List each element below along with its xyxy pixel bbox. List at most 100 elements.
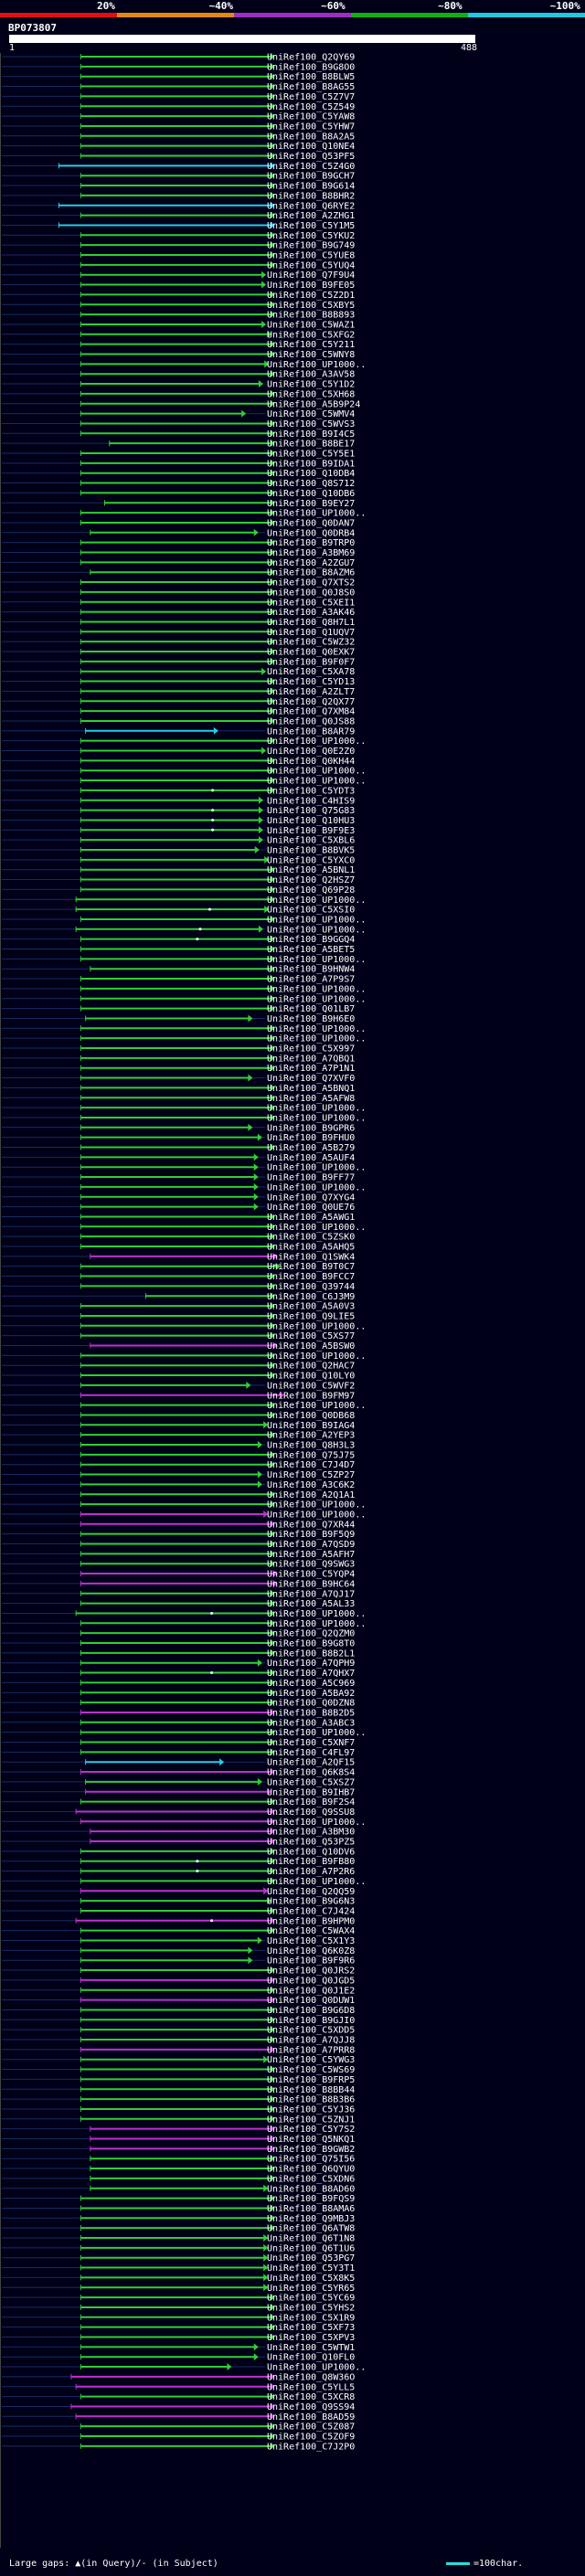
hit-label[interactable]: UniRef100_UP1000.. <box>267 896 366 906</box>
hit-row[interactable]: UniRef100_A3C6K2 <box>2 1480 355 1490</box>
hit-label[interactable]: UniRef100_Q10LY0 <box>267 1372 355 1382</box>
hit-row[interactable]: UniRef100_Q6K0Z8 <box>2 1946 355 1956</box>
hit-label[interactable]: UniRef100_Q0DB68 <box>267 1411 355 1421</box>
hit-row[interactable]: UniRef100_C5Z7V7 <box>2 92 355 102</box>
hit-row[interactable]: UniRef100_A2QF15 <box>2 1758 355 1768</box>
hit-row[interactable]: UniRef100_UP1000.. <box>2 1401 366 1411</box>
hit-label[interactable]: UniRef100_B8BB44 <box>267 2085 355 2095</box>
hit-row[interactable]: UniRef100_C4FL97 <box>2 1748 355 1758</box>
hit-label[interactable]: UniRef100_B9G749 <box>267 241 355 251</box>
hit-label[interactable]: UniRef100_UP1000.. <box>267 1401 366 1411</box>
hit-row[interactable]: UniRef100_B9F9E3 <box>2 826 355 836</box>
hit-label[interactable]: UniRef100_A7QSD9 <box>267 1540 355 1550</box>
hit-row[interactable]: UniRef100_Q39744 <box>2 1282 355 1292</box>
hit-row[interactable]: UniRef100_UP1000.. <box>2 994 366 1004</box>
hit-label[interactable]: UniRef100_A5BNL1 <box>267 865 355 875</box>
hit-row[interactable]: UniRef100_Q0DZN8 <box>2 1699 355 1709</box>
hit-row[interactable]: UniRef100_Q53PG7 <box>2 2253 355 2263</box>
hit-row[interactable]: UniRef100_C7J2P0 <box>2 2442 355 2452</box>
hit-row[interactable]: UniRef100_UP1000.. <box>2 1619 366 1629</box>
hit-row[interactable]: UniRef100_C6J3M9 <box>2 1292 355 1302</box>
hit-row[interactable]: UniRef100_C5WAX4 <box>2 1926 355 1936</box>
hit-label[interactable]: UniRef100_Q7F9U4 <box>267 270 355 281</box>
hit-row[interactable]: UniRef100_UP1000.. <box>2 915 366 925</box>
hit-label[interactable]: UniRef100_C4HIS9 <box>267 796 355 806</box>
hit-row[interactable]: UniRef100_B8BHR2 <box>2 191 355 201</box>
hit-row[interactable]: UniRef100_B9F0F7 <box>2 657 355 667</box>
hit-row[interactable]: UniRef100_A5BNQ1 <box>2 1084 355 1094</box>
hit-row[interactable]: UniRef100_B9I4C5 <box>2 429 355 440</box>
hit-label[interactable]: UniRef100_C5Y1D2 <box>267 380 355 390</box>
hit-row[interactable]: UniRef100_Q01LB7 <box>2 1004 355 1014</box>
hit-row[interactable]: UniRef100_Q10DB4 <box>2 469 355 479</box>
hit-label[interactable]: UniRef100_B9FHU0 <box>267 1133 355 1143</box>
hit-label[interactable]: UniRef100_UP1000.. <box>267 1510 366 1520</box>
hit-row[interactable]: UniRef100_Q7XYG4 <box>2 1193 355 1203</box>
hit-label[interactable]: UniRef100_B9F0F7 <box>267 657 355 667</box>
hit-row[interactable]: UniRef100_B9HPM0 <box>2 1916 355 1926</box>
hit-label[interactable]: UniRef100_Q6K8S4 <box>267 1768 355 1778</box>
hit-label[interactable]: UniRef100_A5BA92 <box>267 1689 355 1699</box>
hit-row[interactable]: UniRef100_C5ZOF9 <box>2 2433 355 2443</box>
hit-label[interactable]: UniRef100_B9H6E0 <box>267 1014 355 1024</box>
hit-label[interactable]: UniRef100_UP1000.. <box>267 1163 366 1173</box>
hit-label[interactable]: UniRef100_C5XF73 <box>267 2323 355 2333</box>
hit-label[interactable]: UniRef100_C5Y3T1 <box>267 2263 355 2274</box>
hit-label[interactable]: UniRef100_Q8W36O <box>267 2372 355 2382</box>
hit-label[interactable]: UniRef100_B9GPR6 <box>267 1123 355 1133</box>
hit-row[interactable]: UniRef100_Q2HAC7 <box>2 1362 355 1372</box>
hit-label[interactable]: UniRef100_C5ZP27 <box>267 1470 355 1480</box>
hit-row[interactable]: UniRef100_B9FRP5 <box>2 2075 355 2085</box>
hit-label[interactable]: UniRef100_Q0EXK7 <box>267 648 355 658</box>
hit-row[interactable]: UniRef100_B9G614 <box>2 182 355 192</box>
hit-label[interactable]: UniRef100_A7P2R6 <box>267 1867 355 1877</box>
hit-row[interactable]: UniRef100_B9G6N3 <box>2 1897 355 1907</box>
hit-row[interactable]: UniRef100_UP1000.. <box>2 509 366 519</box>
hit-row[interactable]: UniRef100_UP1000.. <box>2 1104 366 1114</box>
hit-row[interactable]: UniRef100_Q2HSZ7 <box>2 875 355 885</box>
hit-row[interactable]: UniRef100_C5XEI1 <box>2 598 355 608</box>
hit-row[interactable]: UniRef100_UP1000.. <box>2 1163 366 1173</box>
hit-row[interactable]: UniRef100_B9H6E0 <box>2 1014 355 1024</box>
hit-row[interactable]: UniRef100_A3AV58 <box>2 370 355 380</box>
hit-row[interactable]: UniRef100_Q6QYU0 <box>2 2165 355 2175</box>
hit-label[interactable]: UniRef100_C5XEI1 <box>267 598 355 608</box>
hit-row[interactable]: UniRef100_A5B279 <box>2 1143 355 1153</box>
hit-label[interactable]: UniRef100_Q0JRS2 <box>267 1966 355 1977</box>
hit-row[interactable]: UniRef100_B9FE05 <box>2 281 355 291</box>
hit-label[interactable]: UniRef100_Q75I56 <box>267 2155 355 2165</box>
hit-row[interactable]: UniRef100_A7QHX7 <box>2 1669 355 1679</box>
hit-row[interactable]: UniRef100_Q9MBJ3 <box>2 2214 355 2224</box>
hit-label[interactable]: UniRef100_B8AZM6 <box>267 568 355 578</box>
hit-label[interactable]: UniRef100_B9G614 <box>267 182 355 192</box>
hit-label[interactable]: UniRef100_C5XS77 <box>267 1331 355 1341</box>
hit-row[interactable]: UniRef100_Q7XTS2 <box>2 578 355 588</box>
hit-label[interactable]: UniRef100_C5YHS2 <box>267 2303 355 2313</box>
hit-row[interactable]: UniRef100_B8AR79 <box>2 726 355 737</box>
hit-row[interactable]: UniRef100_Q7XVF0 <box>2 1074 355 1084</box>
hit-row[interactable]: UniRef100_B9HC64 <box>2 1579 355 1589</box>
hit-label[interactable]: UniRef100_C7J424 <box>267 1906 355 1916</box>
hit-label[interactable]: UniRef100_C5XPV3 <box>267 2333 355 2343</box>
hit-label[interactable]: UniRef100_UP1000.. <box>267 915 366 925</box>
hit-label[interactable]: UniRef100_C5WAZ1 <box>267 320 355 330</box>
hit-row[interactable]: UniRef100_B8AMA6 <box>2 2204 355 2214</box>
hit-row[interactable]: UniRef100_C5XCR8 <box>2 2392 355 2402</box>
hit-label[interactable]: UniRef100_Q6RYE2 <box>267 201 355 211</box>
hit-row[interactable]: UniRef100_UP1000.. <box>2 984 366 994</box>
hit-row[interactable]: UniRef100_Q6T1U6 <box>2 2243 355 2253</box>
hit-row[interactable]: UniRef100_C5WS69 <box>2 2065 355 2075</box>
hit-label[interactable]: UniRef100_B9FRP5 <box>267 2075 355 2085</box>
hit-label[interactable]: UniRef100_B9GWB2 <box>267 2145 355 2155</box>
hit-row[interactable]: UniRef100_C5YJ36 <box>2 2104 355 2115</box>
hit-label[interactable]: UniRef100_A7QHX7 <box>267 1669 355 1679</box>
hit-label[interactable]: UniRef100_A7QPH9 <box>267 1659 355 1669</box>
hit-row[interactable]: UniRef100_B9GJI0 <box>2 2016 355 2026</box>
hit-row[interactable]: UniRef100_Q0EXK7 <box>2 648 355 658</box>
hit-row[interactable]: UniRef100_B8AZM6 <box>2 568 355 578</box>
hit-row[interactable]: UniRef100_Q0JS88 <box>2 716 355 726</box>
hit-label[interactable]: UniRef100_C5ZSK0 <box>267 1233 355 1243</box>
hit-label[interactable]: UniRef100_Q10NE4 <box>267 142 355 152</box>
hit-label[interactable]: UniRef100_B9G8O0 <box>267 62 355 72</box>
hit-row[interactable]: UniRef100_C7J4D7 <box>2 1460 355 1470</box>
